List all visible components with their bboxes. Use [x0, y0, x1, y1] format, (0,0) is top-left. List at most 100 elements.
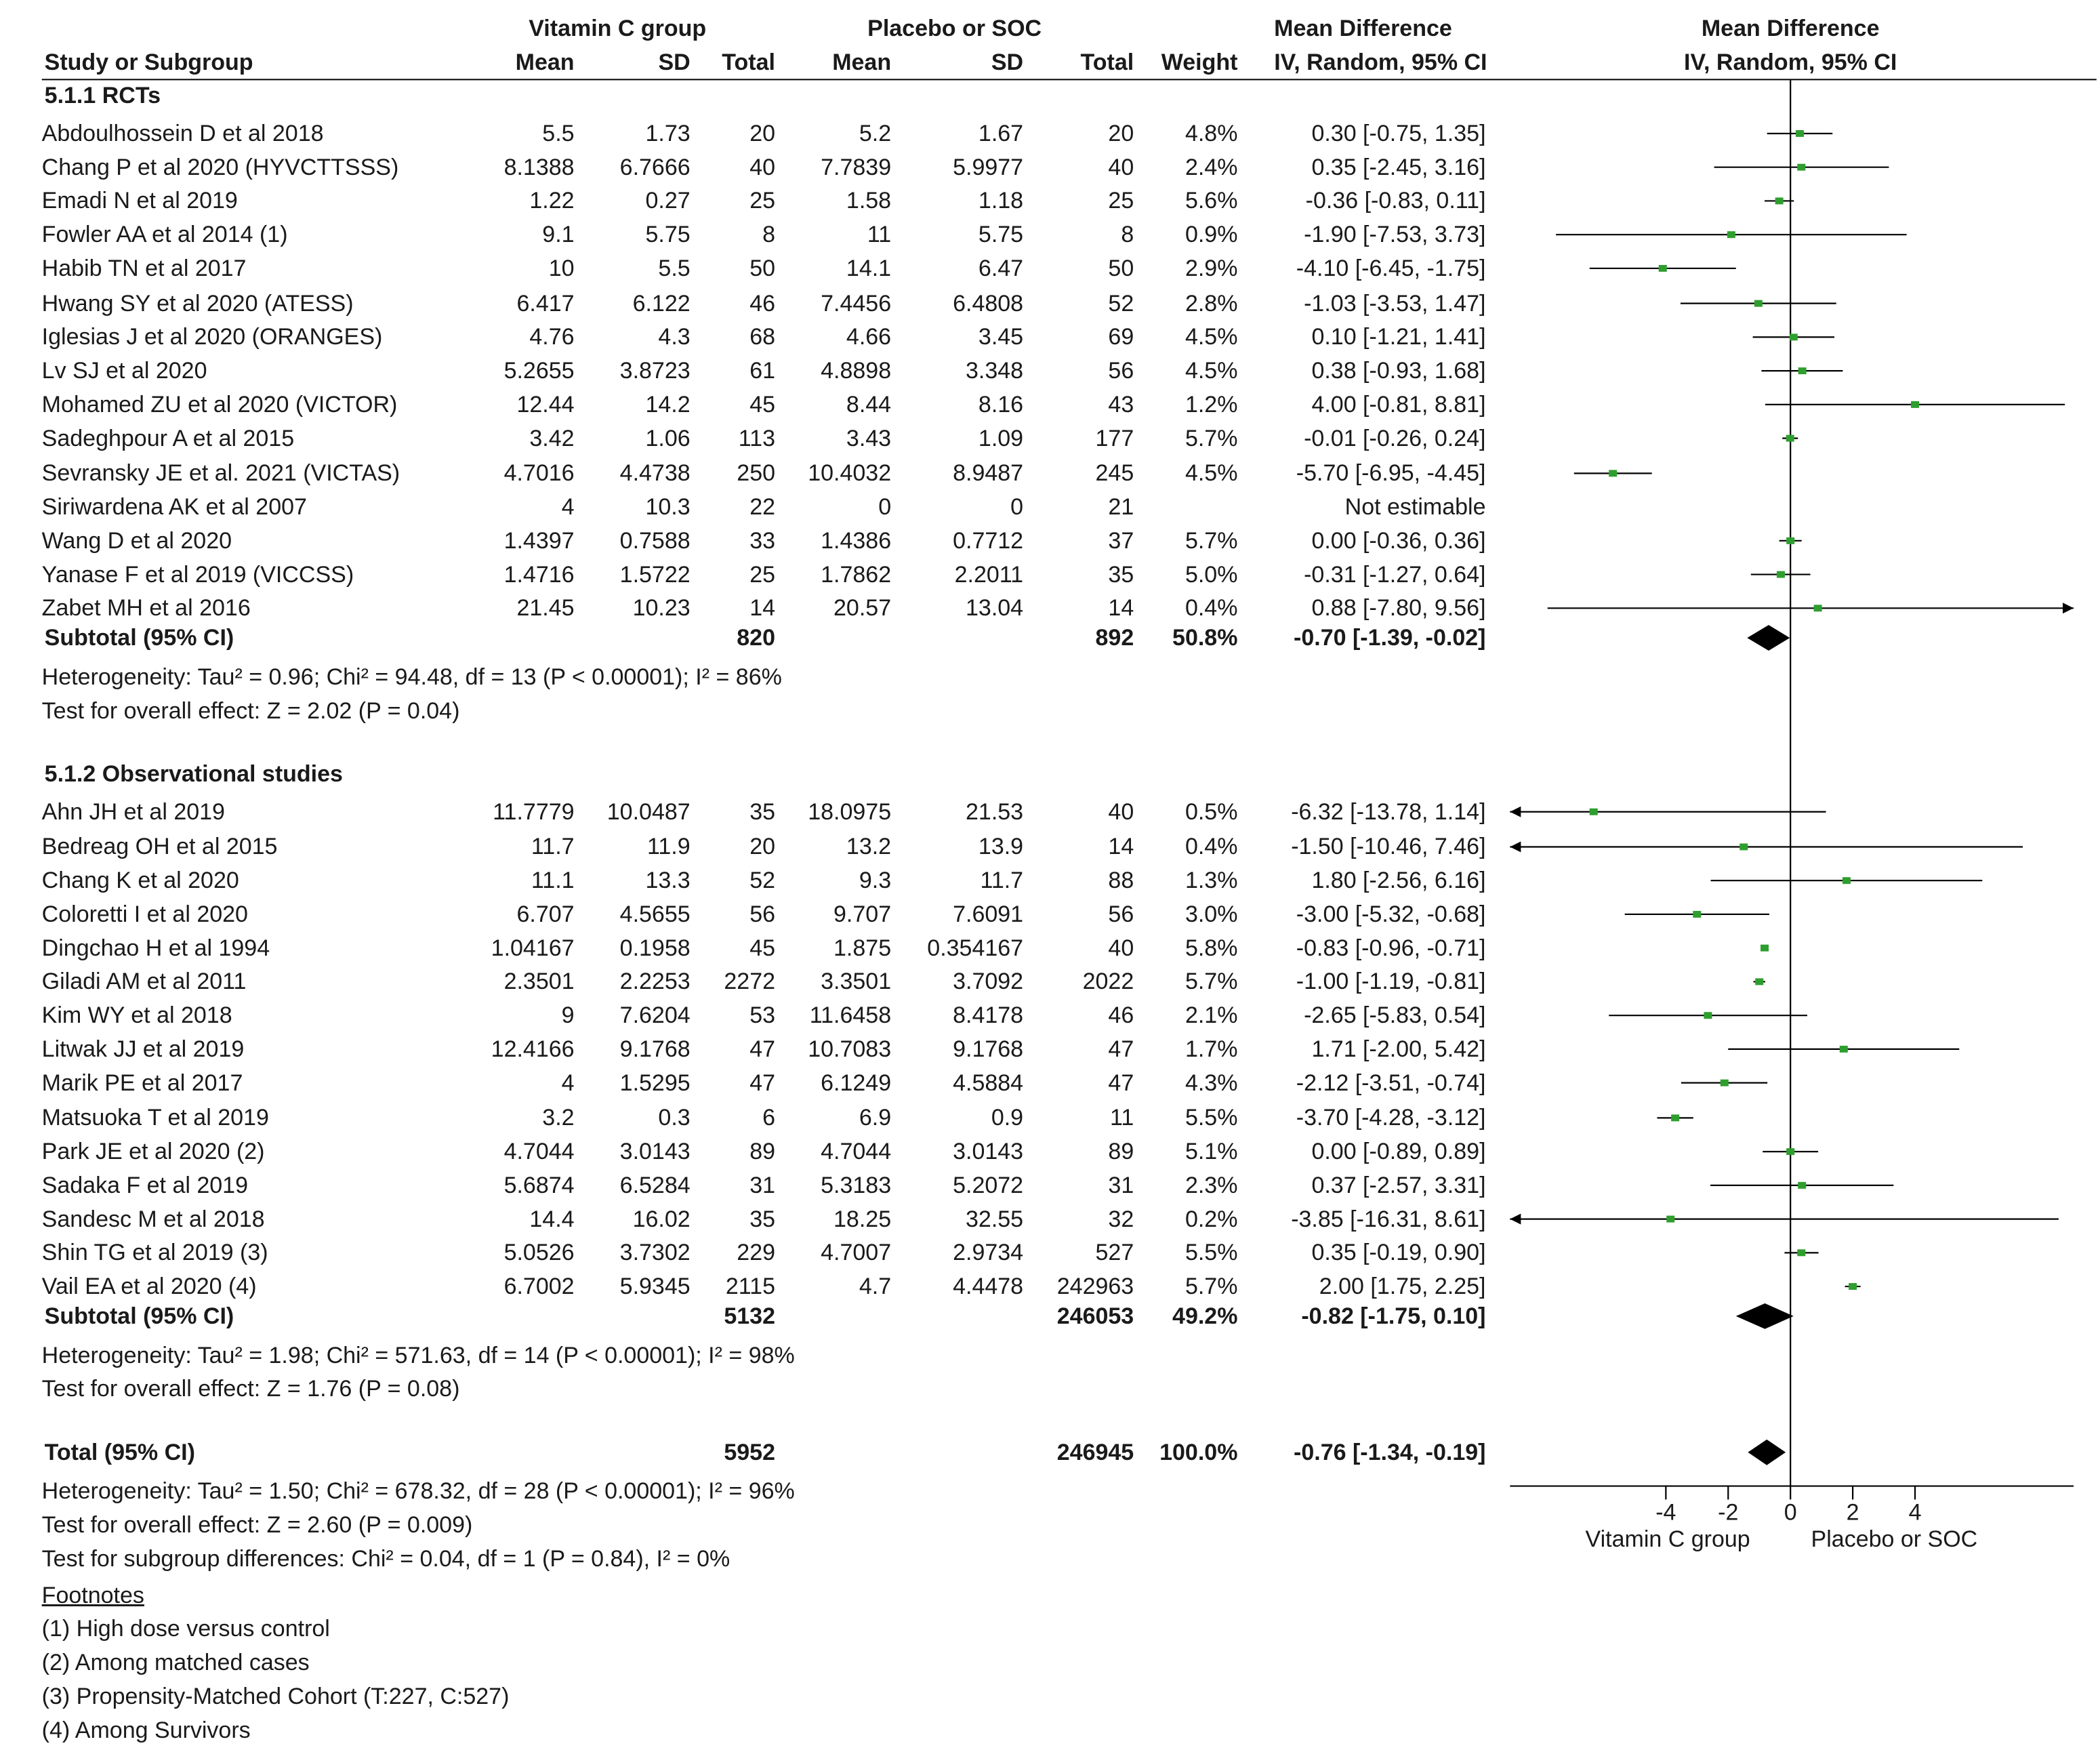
sd1-value: 1.5722: [619, 561, 691, 588]
total1-value: 31: [749, 1172, 776, 1198]
total2-value: 25: [1108, 188, 1134, 214]
point-estimate: [1842, 877, 1851, 884]
pooled-diamond: [1735, 1303, 1794, 1329]
study-name: Mohamed ZU et al 2020 (VICTOR): [41, 391, 398, 418]
heterogeneity-text: Heterogeneity: Tau² = 0.96; Chi² = 94.48…: [41, 664, 782, 690]
weight-value: 5.7%: [1185, 527, 1238, 554]
mean1-value: 5.2655: [503, 358, 575, 384]
point-estimate: [1797, 163, 1806, 171]
sd2-value: 0.9: [991, 1105, 1024, 1131]
point-estimate: [1839, 1045, 1848, 1053]
ci-value: 1.71 [-2.00, 5.42]: [1311, 1036, 1486, 1062]
mean1-value: 21.45: [516, 595, 575, 622]
mean2-value: 4.66: [846, 324, 892, 350]
total1-value: 61: [749, 358, 776, 384]
ci-value: 1.80 [-2.56, 6.16]: [1311, 868, 1486, 894]
mean2-value: 11.6458: [809, 1002, 892, 1029]
subgroup-difference-text: Test for subgroup differences: Chi² = 0.…: [41, 1545, 730, 1572]
mean1-value: 4: [561, 494, 575, 521]
mean2-value: 4.7044: [821, 1139, 892, 1165]
weight-value: 2.3%: [1185, 1172, 1238, 1198]
point-estimate: [1789, 333, 1798, 341]
sd2-value: 11.7: [980, 868, 1024, 894]
pooled-diamond: [1748, 1439, 1786, 1465]
study-name: Fowler AA et al 2014 (1): [41, 222, 288, 248]
group2-header: Placebo or SOC: [867, 15, 1042, 41]
total1-value: 47: [749, 1036, 776, 1062]
footnote-item: (4) Among Survivors: [41, 1717, 251, 1743]
mean2-value: 4.8898: [821, 358, 892, 384]
mean2-value: 14.1: [846, 255, 892, 281]
weight-value: 4.5%: [1185, 358, 1238, 384]
ci-value: -3.00 [-5.32, -0.68]: [1296, 901, 1486, 927]
sd1-value: 0.1958: [619, 935, 691, 961]
mean1-value: 5.6874: [503, 1172, 575, 1198]
weight-value: 0.4%: [1185, 595, 1238, 622]
ci-arrow-right: [2063, 603, 2074, 614]
total2-value: 21: [1108, 494, 1134, 521]
sd1-value: 7.6204: [619, 1002, 691, 1029]
ci-value: -0.31 [-1.27, 0.64]: [1304, 561, 1486, 588]
point-estimate: [1727, 231, 1735, 239]
sd1-value: 3.7302: [619, 1240, 691, 1266]
ci-value: -3.85 [-16.31, 8.61]: [1291, 1206, 1486, 1232]
total2-value: 69: [1108, 324, 1134, 350]
study-name: Dingchao H et al 1994: [41, 935, 270, 961]
total-total1: 5952: [724, 1439, 775, 1465]
study-name: Hwang SY et al 2020 (ATESS): [41, 290, 354, 317]
study-name: Zabet MH et al 2016: [41, 595, 251, 622]
point-estimate: [1658, 264, 1667, 272]
total2-value: 527: [1095, 1240, 1134, 1266]
sd2-value: 2.2011: [954, 561, 1024, 588]
study-name: Yanase F et al 2019 (VICCSS): [41, 561, 354, 588]
weight-value: 2.4%: [1185, 154, 1238, 180]
sd2-value: 7.6091: [953, 901, 1024, 927]
sd1-value: 4.4738: [619, 460, 691, 487]
total2-value: 89: [1108, 1139, 1134, 1165]
total1-value: 25: [749, 188, 776, 214]
mean2-value: 6.1249: [821, 1070, 892, 1096]
weight-value: 1.7%: [1185, 1036, 1238, 1062]
mean2-value: 1.7862: [821, 561, 892, 588]
mean1-value: 4: [561, 1070, 575, 1096]
total1-value: 229: [737, 1240, 776, 1266]
mean2-value: 6.9: [859, 1105, 892, 1131]
ci-value: -2.12 [-3.51, -0.74]: [1296, 1070, 1486, 1096]
mean2-value: 1.58: [846, 188, 892, 214]
sd2-value: 8.4178: [953, 1002, 1024, 1029]
total2-header: Total: [1080, 49, 1134, 75]
subtotal-total1: 5132: [724, 1303, 775, 1329]
weight-value: 0.9%: [1185, 222, 1238, 248]
ci-arrow-left: [1510, 841, 1521, 853]
mean2-value: 0: [878, 494, 892, 521]
group1-header: Vitamin C group: [529, 15, 707, 41]
point-estimate: [1755, 978, 1764, 985]
study-name: Coloretti I et al 2020: [41, 901, 248, 927]
study-name: Siriwardena AK et al 2007: [41, 494, 307, 521]
total-label: Total (95% CI): [44, 1439, 195, 1465]
total1-value: 20: [749, 834, 776, 860]
total2-value: 88: [1108, 868, 1134, 894]
weight-value: 2.1%: [1185, 1002, 1238, 1029]
total1-value: 113: [738, 425, 776, 451]
point-estimate: [1775, 197, 1784, 205]
mean2-value: 10.7083: [808, 1036, 892, 1062]
sd1-value: 6.7666: [619, 154, 691, 180]
subtotal-ci: -0.82 [-1.75, 0.10]: [1301, 1303, 1486, 1329]
weight-value: 5.6%: [1185, 188, 1238, 214]
total1-value: 52: [749, 868, 776, 894]
point-estimate: [1798, 1181, 1807, 1189]
point-estimate: [1720, 1079, 1729, 1086]
sd2-value: 13.9: [978, 834, 1024, 860]
mean2-value: 10.4032: [808, 460, 892, 487]
total2-value: 47: [1108, 1070, 1134, 1096]
study-name: Chang P et al 2020 (HYVCTTSSS): [41, 154, 399, 180]
sd2-value: 2.9734: [953, 1240, 1024, 1266]
x-axis-tick-label: 2: [1847, 1499, 1859, 1525]
footnote-item: (2) Among matched cases: [41, 1650, 310, 1676]
subtotal-weight: 50.8%: [1172, 625, 1238, 651]
ci-value: 0.35 [-2.45, 3.16]: [1311, 154, 1486, 180]
study-name: Park JE et al 2020 (2): [41, 1139, 265, 1165]
sd1-value: 5.9345: [619, 1274, 691, 1300]
sd1-value: 5.75: [645, 222, 691, 248]
